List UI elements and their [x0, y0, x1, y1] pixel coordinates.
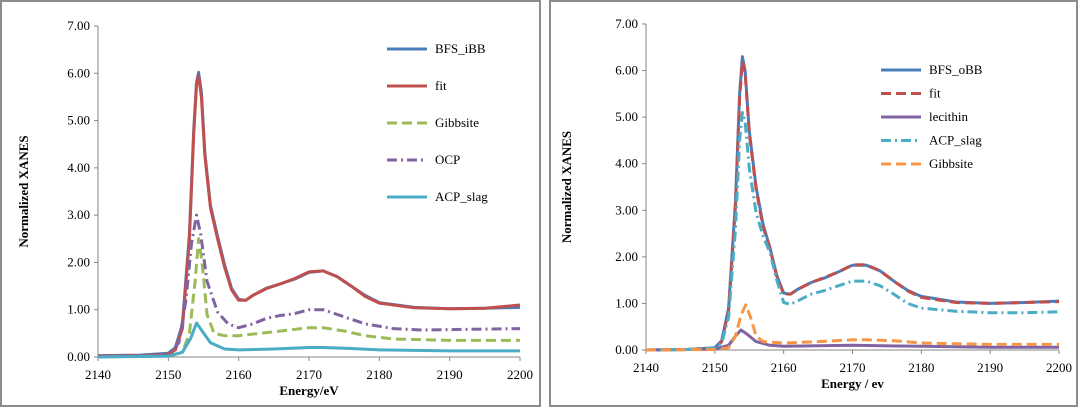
y-tick-label: 6.00 [615, 63, 638, 78]
x-tick-label: 2190 [437, 367, 463, 382]
series-line-bfs-obb [645, 55, 1060, 352]
x-tick-label: 2160 [226, 367, 252, 382]
legend-label: BFS_iBB [435, 41, 486, 56]
x-tick-label: 2150 [702, 360, 728, 375]
legend-label: ACP_slag [435, 189, 488, 204]
y-tick-label: 5.00 [615, 109, 638, 124]
legend-label: Gibbsite [929, 156, 973, 171]
x-axis-title: Energy / ev [821, 376, 884, 391]
y-tick-label: 3.00 [615, 202, 638, 217]
y-tick-label: 3.00 [67, 207, 90, 222]
legend-label: fit [929, 86, 941, 101]
series-line-fit [645, 59, 1060, 352]
chart-panel-right: 0.00 1.00 2.00 3.00 4.00 5.00 6.00 7.00 2140 2150… [549, 0, 1078, 407]
legend-label: BFS_oBB [929, 62, 983, 77]
series-line-gibbsite [97, 237, 520, 359]
y-tick-label: 7.00 [67, 18, 90, 33]
series-line-acp-slag [645, 111, 1060, 352]
x-tick-label: 2190 [977, 360, 1003, 375]
y-tick-label: 0.00 [67, 349, 90, 364]
y-tick-label: 2.00 [615, 249, 638, 264]
y-tick-label: 6.00 [67, 65, 90, 80]
x-tick-label: 2140 [633, 360, 659, 375]
x-tick-label: 2170 [296, 367, 322, 382]
x-tick-label: 2180 [366, 367, 392, 382]
legend-label: OCP [435, 152, 460, 167]
y-axis-title: Normalized XANES [559, 131, 574, 243]
series-line-fit [97, 74, 521, 358]
y-tick-label: 1.00 [615, 295, 638, 310]
legend-label: Gibbsite [435, 115, 479, 130]
series-line-gibbsite [645, 303, 1059, 352]
x-tick-label: 2140 [85, 367, 111, 382]
y-tick-label: 4.00 [67, 160, 90, 175]
legend-label: ACP_slag [929, 133, 982, 148]
legend-label: lecithin [929, 109, 968, 124]
y-tick-label: 4.00 [615, 156, 638, 171]
x-tick-label: 2150 [155, 367, 181, 382]
y-axis-title: Normalized XANES [16, 135, 31, 247]
legend-label: fit [435, 78, 447, 93]
chart-panel-left: 0.00 1.00 2.00 3.00 4.00 5.00 6.00 7.00 2140 2150… [0, 0, 541, 407]
xanes-chart-right: 0.00 1.00 2.00 3.00 4.00 5.00 6.00 7.00 2140 2150… [559, 16, 1072, 391]
y-tick-label: 7.00 [615, 16, 638, 31]
y-tick-label: 2.00 [67, 254, 90, 269]
y-tick-label: 1.00 [67, 302, 90, 317]
x-tick-label: 2170 [840, 360, 866, 375]
x-tick-label: 2200 [507, 367, 533, 382]
xanes-chart-left: 0.00 1.00 2.00 3.00 4.00 5.00 6.00 7.00 2140 2150… [16, 18, 533, 398]
y-tick-label: 5.00 [67, 113, 90, 128]
x-tick-label: 2180 [908, 360, 934, 375]
x-tick-label: 2200 [1046, 360, 1072, 375]
x-axis-title: Energy/eV [279, 383, 339, 398]
y-tick-label: 0.00 [615, 342, 638, 357]
series-line-ocp [97, 213, 521, 359]
series-line-acp-slag [97, 321, 520, 359]
x-tick-label: 2160 [771, 360, 797, 375]
